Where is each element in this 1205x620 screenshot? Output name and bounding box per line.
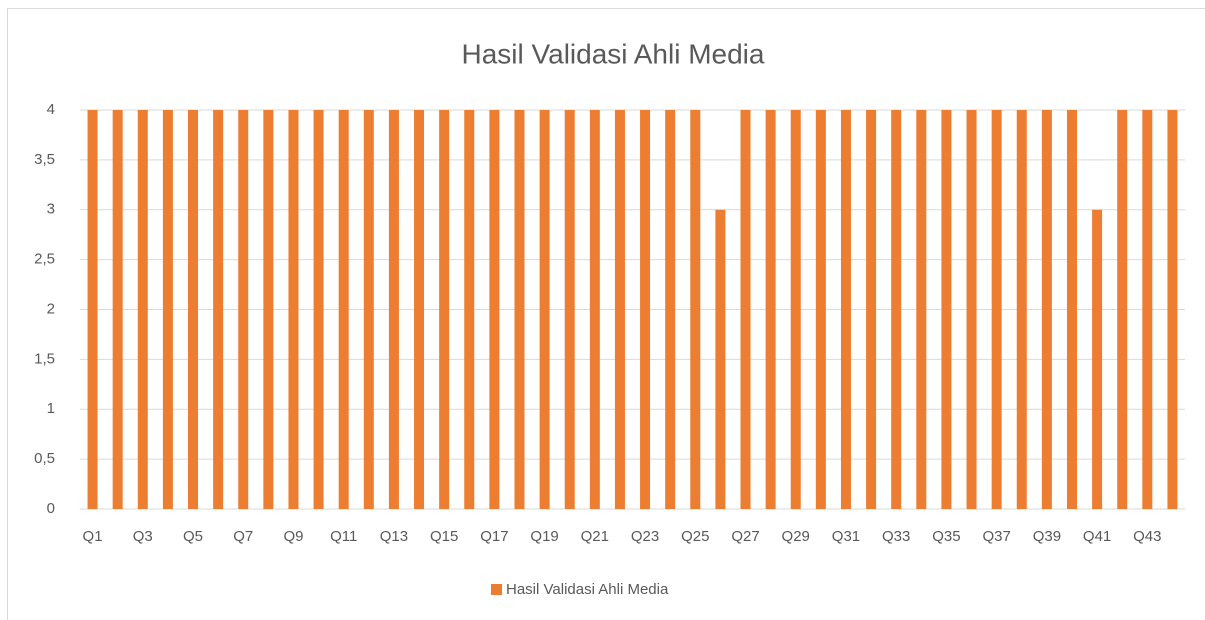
bar bbox=[137, 110, 148, 509]
bar bbox=[1016, 110, 1027, 509]
x-tick-label: Q37 bbox=[982, 528, 1010, 545]
x-tick-label: Q11 bbox=[330, 528, 357, 545]
bar bbox=[840, 110, 851, 509]
bar bbox=[1092, 209, 1103, 509]
bar bbox=[1167, 110, 1178, 509]
x-tick-label: Q7 bbox=[233, 528, 253, 545]
y-tick-label: 1,5 bbox=[34, 350, 55, 367]
bar bbox=[815, 110, 826, 509]
bar bbox=[313, 110, 324, 509]
bar bbox=[87, 110, 98, 509]
bar bbox=[162, 110, 173, 509]
bar bbox=[238, 110, 249, 509]
chart-title: Hasil Validasi Ahli Media bbox=[462, 38, 765, 69]
bar bbox=[363, 110, 374, 509]
bar bbox=[263, 110, 274, 509]
y-tick-label: 3,5 bbox=[34, 151, 55, 168]
bar bbox=[414, 110, 425, 509]
y-tick-label: 0 bbox=[47, 500, 55, 517]
bar bbox=[589, 110, 600, 509]
bar bbox=[388, 110, 399, 509]
legend-swatch bbox=[491, 584, 502, 595]
x-tick-label: Q33 bbox=[882, 528, 910, 545]
bar bbox=[916, 110, 927, 509]
bar bbox=[1117, 110, 1128, 509]
x-tick-label: Q41 bbox=[1083, 528, 1111, 545]
y-tick-label: 1 bbox=[47, 400, 55, 417]
y-tick-label: 3 bbox=[47, 201, 55, 218]
bar bbox=[665, 110, 676, 509]
bar bbox=[891, 110, 902, 509]
x-tick-label: Q43 bbox=[1133, 528, 1161, 545]
y-tick-label: 4 bbox=[47, 101, 55, 118]
bar bbox=[740, 110, 751, 509]
bar bbox=[489, 110, 500, 509]
x-tick-label: Q39 bbox=[1033, 528, 1061, 545]
chart-border bbox=[7, 8, 1205, 620]
x-tick-label: Q5 bbox=[183, 528, 203, 545]
bar bbox=[539, 110, 550, 509]
legend-label: Hasil Validasi Ahli Media bbox=[506, 581, 669, 598]
bar bbox=[941, 110, 952, 509]
x-tick-label: Q1 bbox=[83, 528, 103, 545]
bar bbox=[564, 110, 575, 509]
x-tick-label: Q17 bbox=[480, 528, 508, 545]
bar bbox=[715, 209, 726, 509]
bar bbox=[1142, 110, 1153, 509]
bar bbox=[991, 110, 1002, 509]
bar bbox=[866, 110, 877, 509]
x-tick-label: Q31 bbox=[832, 528, 860, 545]
bar bbox=[439, 110, 450, 509]
bar bbox=[640, 110, 651, 509]
y-tick-label: 2 bbox=[47, 300, 55, 317]
x-tick-label: Q25 bbox=[681, 528, 709, 545]
x-tick-label: Q29 bbox=[782, 528, 810, 545]
x-tick-label: Q15 bbox=[430, 528, 458, 545]
bar bbox=[614, 110, 625, 509]
bar bbox=[464, 110, 475, 509]
x-tick-label: Q9 bbox=[283, 528, 303, 545]
bar bbox=[690, 110, 701, 509]
x-tick-label: Q21 bbox=[581, 528, 609, 545]
bar bbox=[213, 110, 224, 509]
bar bbox=[1066, 110, 1077, 509]
bar bbox=[514, 110, 525, 509]
bar bbox=[188, 110, 199, 509]
y-tick-label: 2,5 bbox=[34, 251, 55, 268]
x-tick-label: Q27 bbox=[731, 528, 759, 545]
x-tick-label: Q3 bbox=[133, 528, 153, 545]
x-tick-label: Q19 bbox=[530, 528, 558, 545]
x-tick-label: Q13 bbox=[380, 528, 408, 545]
x-tick-label: Q23 bbox=[631, 528, 659, 545]
x-tick-label: Q35 bbox=[932, 528, 960, 545]
bar bbox=[765, 110, 776, 509]
bar bbox=[790, 110, 801, 509]
bar bbox=[966, 110, 977, 509]
bar bbox=[288, 110, 299, 509]
bar bbox=[338, 110, 349, 509]
bar bbox=[112, 110, 123, 509]
bar bbox=[1041, 110, 1052, 509]
y-tick-label: 0,5 bbox=[34, 450, 55, 467]
